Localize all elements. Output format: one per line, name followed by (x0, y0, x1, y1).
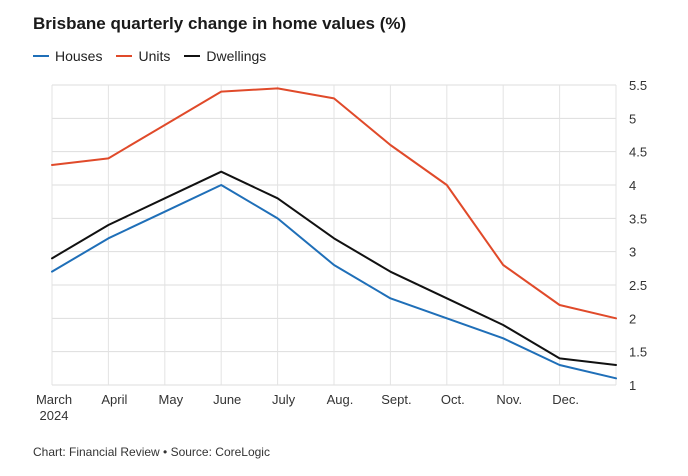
chart-title: Brisbane quarterly change in home values… (33, 14, 407, 33)
legend-label-dwellings: Dwellings (206, 48, 267, 64)
legend-swatch-dwellings (184, 55, 201, 57)
y-tick-label: 2 (629, 311, 636, 326)
y-tick-label: 3 (629, 245, 636, 260)
x-tick-label: March (36, 392, 72, 407)
x-tick-label: June (213, 392, 241, 407)
x-tick-sublabel: 2024 (40, 408, 69, 423)
legend-swatch-houses (33, 55, 49, 57)
y-tick-label: 1.5 (629, 345, 647, 360)
legend-item-units: Units (116, 48, 170, 64)
legend-item-dwellings: Dwellings (184, 48, 266, 64)
legend-item-houses: Houses (33, 48, 102, 64)
legend-label-houses: Houses (55, 48, 103, 64)
y-tick-label: 4.5 (629, 145, 647, 160)
y-tick-label: 1 (629, 378, 636, 393)
legend-label-units: Units (138, 48, 171, 64)
x-tick-label: April (101, 392, 127, 407)
x-tick-label: Oct. (441, 392, 465, 407)
y-tick-label: 2.5 (629, 278, 647, 293)
series-line-dwellings (51, 170, 617, 366)
x-tick-label: July (272, 392, 296, 407)
x-tick-label: Sept. (381, 392, 411, 407)
legend: Houses Units Dwellings (33, 48, 266, 64)
series-line-houses (51, 184, 617, 380)
y-tick-label: 3.5 (629, 211, 647, 226)
series-line-units (51, 87, 617, 320)
y-tick-label: 5.5 (629, 78, 647, 93)
x-tick-label: Aug. (327, 392, 354, 407)
x-tick-label: Nov. (496, 392, 522, 407)
legend-swatch-units (116, 55, 133, 57)
y-tick-label: 5 (629, 111, 636, 126)
y-tick-label: 4 (629, 178, 636, 193)
x-tick-label: May (159, 392, 184, 407)
x-tick-label: Dec. (552, 392, 579, 407)
chart-source: Chart: Financial Review • Source: CoreLo… (33, 445, 270, 459)
